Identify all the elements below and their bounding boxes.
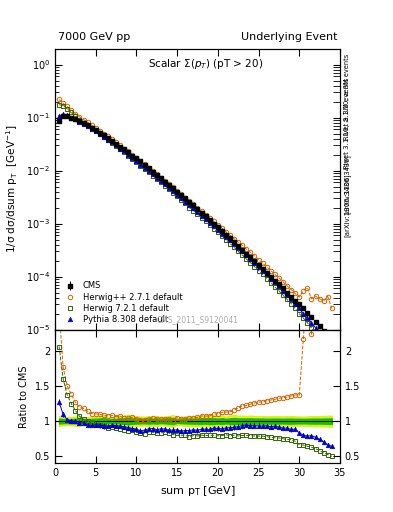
Legend: CMS, Herwig++ 2.7.1 default, Herwig 7.2.1 default, Pythia 8.308 default: CMS, Herwig++ 2.7.1 default, Herwig 7.2.… (59, 280, 184, 326)
Pythia 8.308 default (61, 111, 66, 117)
Line: Pythia 8.308 default: Pythia 8.308 default (57, 112, 334, 352)
Text: [arXiv:1306.3436]: [arXiv:1306.3436] (344, 155, 351, 214)
Pythia 8.308 default (220, 230, 224, 237)
Herwig 7.2.1 default (321, 342, 326, 348)
Herwig++ 2.7.1 default (122, 145, 127, 152)
Pythia 8.308 default (126, 152, 130, 158)
Text: Rivet 3.1.10, ≥ 3M events: Rivet 3.1.10, ≥ 3M events (344, 77, 350, 168)
Pythia 8.308 default (329, 347, 334, 353)
Text: [arXiv:1306.3436]: [arXiv:1306.3436] (344, 173, 351, 237)
Pythia 8.308 default (57, 113, 61, 119)
Herwig 7.2.1 default (211, 226, 216, 232)
Herwig++ 2.7.1 default (57, 96, 61, 102)
Text: Underlying Event: Underlying Event (241, 32, 337, 41)
Pythia 8.308 default (215, 226, 220, 232)
Text: CMS_2011_S9120041: CMS_2011_S9120041 (156, 315, 239, 324)
Herwig++ 2.7.1 default (321, 297, 326, 304)
Text: 7000 GeV pp: 7000 GeV pp (58, 32, 130, 41)
Pythia 8.308 default (175, 191, 180, 198)
Pythia 8.308 default (122, 148, 127, 155)
Line: Herwig++ 2.7.1 default: Herwig++ 2.7.1 default (57, 97, 334, 311)
X-axis label: sum p$_\mathregular{T}$ [GeV]: sum p$_\mathregular{T}$ [GeV] (160, 484, 235, 498)
Herwig 7.2.1 default (118, 146, 123, 153)
Herwig++ 2.7.1 default (215, 222, 220, 228)
Y-axis label: Ratio to CMS: Ratio to CMS (19, 365, 29, 428)
Line: Herwig 7.2.1 default: Herwig 7.2.1 default (57, 102, 334, 358)
Y-axis label: 1/σ dσ/dsum p$_\mathregular{T}$  [GeV$^{-1}$]: 1/σ dσ/dsum p$_\mathregular{T}$ [GeV$^{-… (5, 125, 20, 253)
Pythia 8.308 default (305, 315, 310, 321)
Herwig 7.2.1 default (122, 150, 127, 156)
Text: Rivet 3.1.10, ≥ 3M events: Rivet 3.1.10, ≥ 3M events (344, 54, 350, 140)
Herwig 7.2.1 default (215, 229, 220, 236)
Herwig++ 2.7.1 default (211, 218, 216, 224)
Herwig++ 2.7.1 default (329, 306, 334, 312)
Text: Scalar $\Sigma(p_T)$ (pT > 20): Scalar $\Sigma(p_T)$ (pT > 20) (149, 57, 264, 71)
Herwig 7.2.1 default (57, 102, 61, 108)
Herwig 7.2.1 default (301, 315, 306, 321)
Herwig++ 2.7.1 default (118, 142, 123, 148)
Herwig 7.2.1 default (329, 353, 334, 359)
Herwig++ 2.7.1 default (301, 288, 306, 294)
